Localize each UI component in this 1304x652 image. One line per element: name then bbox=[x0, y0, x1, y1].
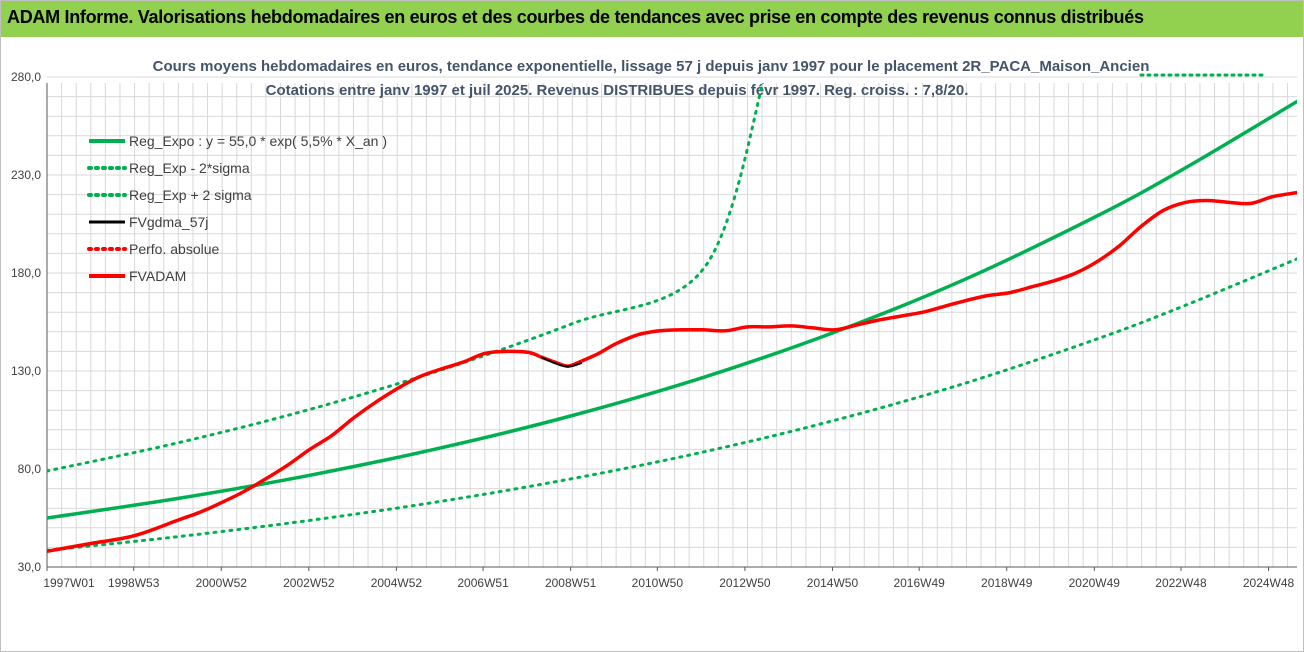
report-header: ADAM Informe. Valorisations hebdomadaire… bbox=[1, 1, 1303, 37]
y-tick-label: 180,0 bbox=[11, 266, 41, 280]
y-tick-label: 30,0 bbox=[18, 560, 42, 574]
series-line-reg-exp-minus-2sigma bbox=[47, 257, 1297, 552]
series-line-fvadam bbox=[47, 190, 1297, 554]
x-tick-label: 2000W52 bbox=[196, 576, 248, 590]
chart-title: Cours moyens hebdomadaires en euros, ten… bbox=[153, 58, 1150, 75]
x-tick-label: 2008W51 bbox=[545, 576, 597, 590]
x-tick-label: 2016W49 bbox=[893, 576, 945, 590]
legend-label-reg-exp-plus-2sigma: Reg_Exp + 2 sigma bbox=[129, 187, 252, 203]
series-line-fvgdma-57j bbox=[540, 356, 583, 368]
x-tick-label: 1998W53 bbox=[108, 576, 160, 590]
legend-label-fvgdma-57j: FVgdma_57j bbox=[129, 214, 208, 230]
y-tick-label: 80,0 bbox=[18, 462, 42, 476]
x-tick-label: 2014W50 bbox=[807, 576, 859, 590]
x-tick-label: 2004W52 bbox=[371, 576, 423, 590]
x-tick-label: 1997W01 bbox=[43, 576, 95, 590]
x-tick-label: 2024W48 bbox=[1243, 576, 1295, 590]
x-tick-label: 2012W50 bbox=[719, 576, 771, 590]
legend-label-reg-expo: Reg_Expo : y = 55,0 * exp( 5,5% * X_an ) bbox=[129, 133, 387, 149]
x-tick-label: 2006W51 bbox=[457, 576, 509, 590]
legend-label-reg-exp-minus-2sigma: Reg_Exp - 2*sigma bbox=[129, 160, 250, 176]
x-tick-label: 2010W50 bbox=[632, 576, 684, 590]
series bbox=[47, 83, 1297, 554]
y-tick-label: 230,0 bbox=[11, 168, 41, 182]
legend: Reg_Expo : y = 55,0 * exp( 5,5% * X_an )… bbox=[87, 133, 387, 284]
x-tick-label: 2002W52 bbox=[283, 576, 335, 590]
legend-label-perfo-absolue: Perfo. absolue bbox=[129, 241, 219, 257]
axes: 30,0 80,0 130,0 180,0 230,0 280,0 1997W01 1998W… bbox=[11, 70, 1297, 590]
series-line-reg-expo bbox=[47, 99, 1297, 520]
chart: Cours moyens hebdomadaires en euros, ten… bbox=[11, 58, 1297, 590]
report-title: ADAM Informe. Valorisations hebdomadaire… bbox=[7, 7, 1144, 27]
x-tick-label: 2022W48 bbox=[1155, 576, 1207, 590]
x-tick-label: 2018W49 bbox=[981, 576, 1033, 590]
grid bbox=[46, 76, 1297, 568]
chart-subtitle: Cotations entre janv 1997 et juil 2025. … bbox=[266, 82, 969, 99]
x-tick-label: 2020W49 bbox=[1069, 576, 1121, 590]
y-tick-label: 280,0 bbox=[11, 70, 41, 84]
legend-label-fvadam: FVADAM bbox=[129, 268, 186, 284]
y-tick-label: 130,0 bbox=[11, 364, 41, 378]
